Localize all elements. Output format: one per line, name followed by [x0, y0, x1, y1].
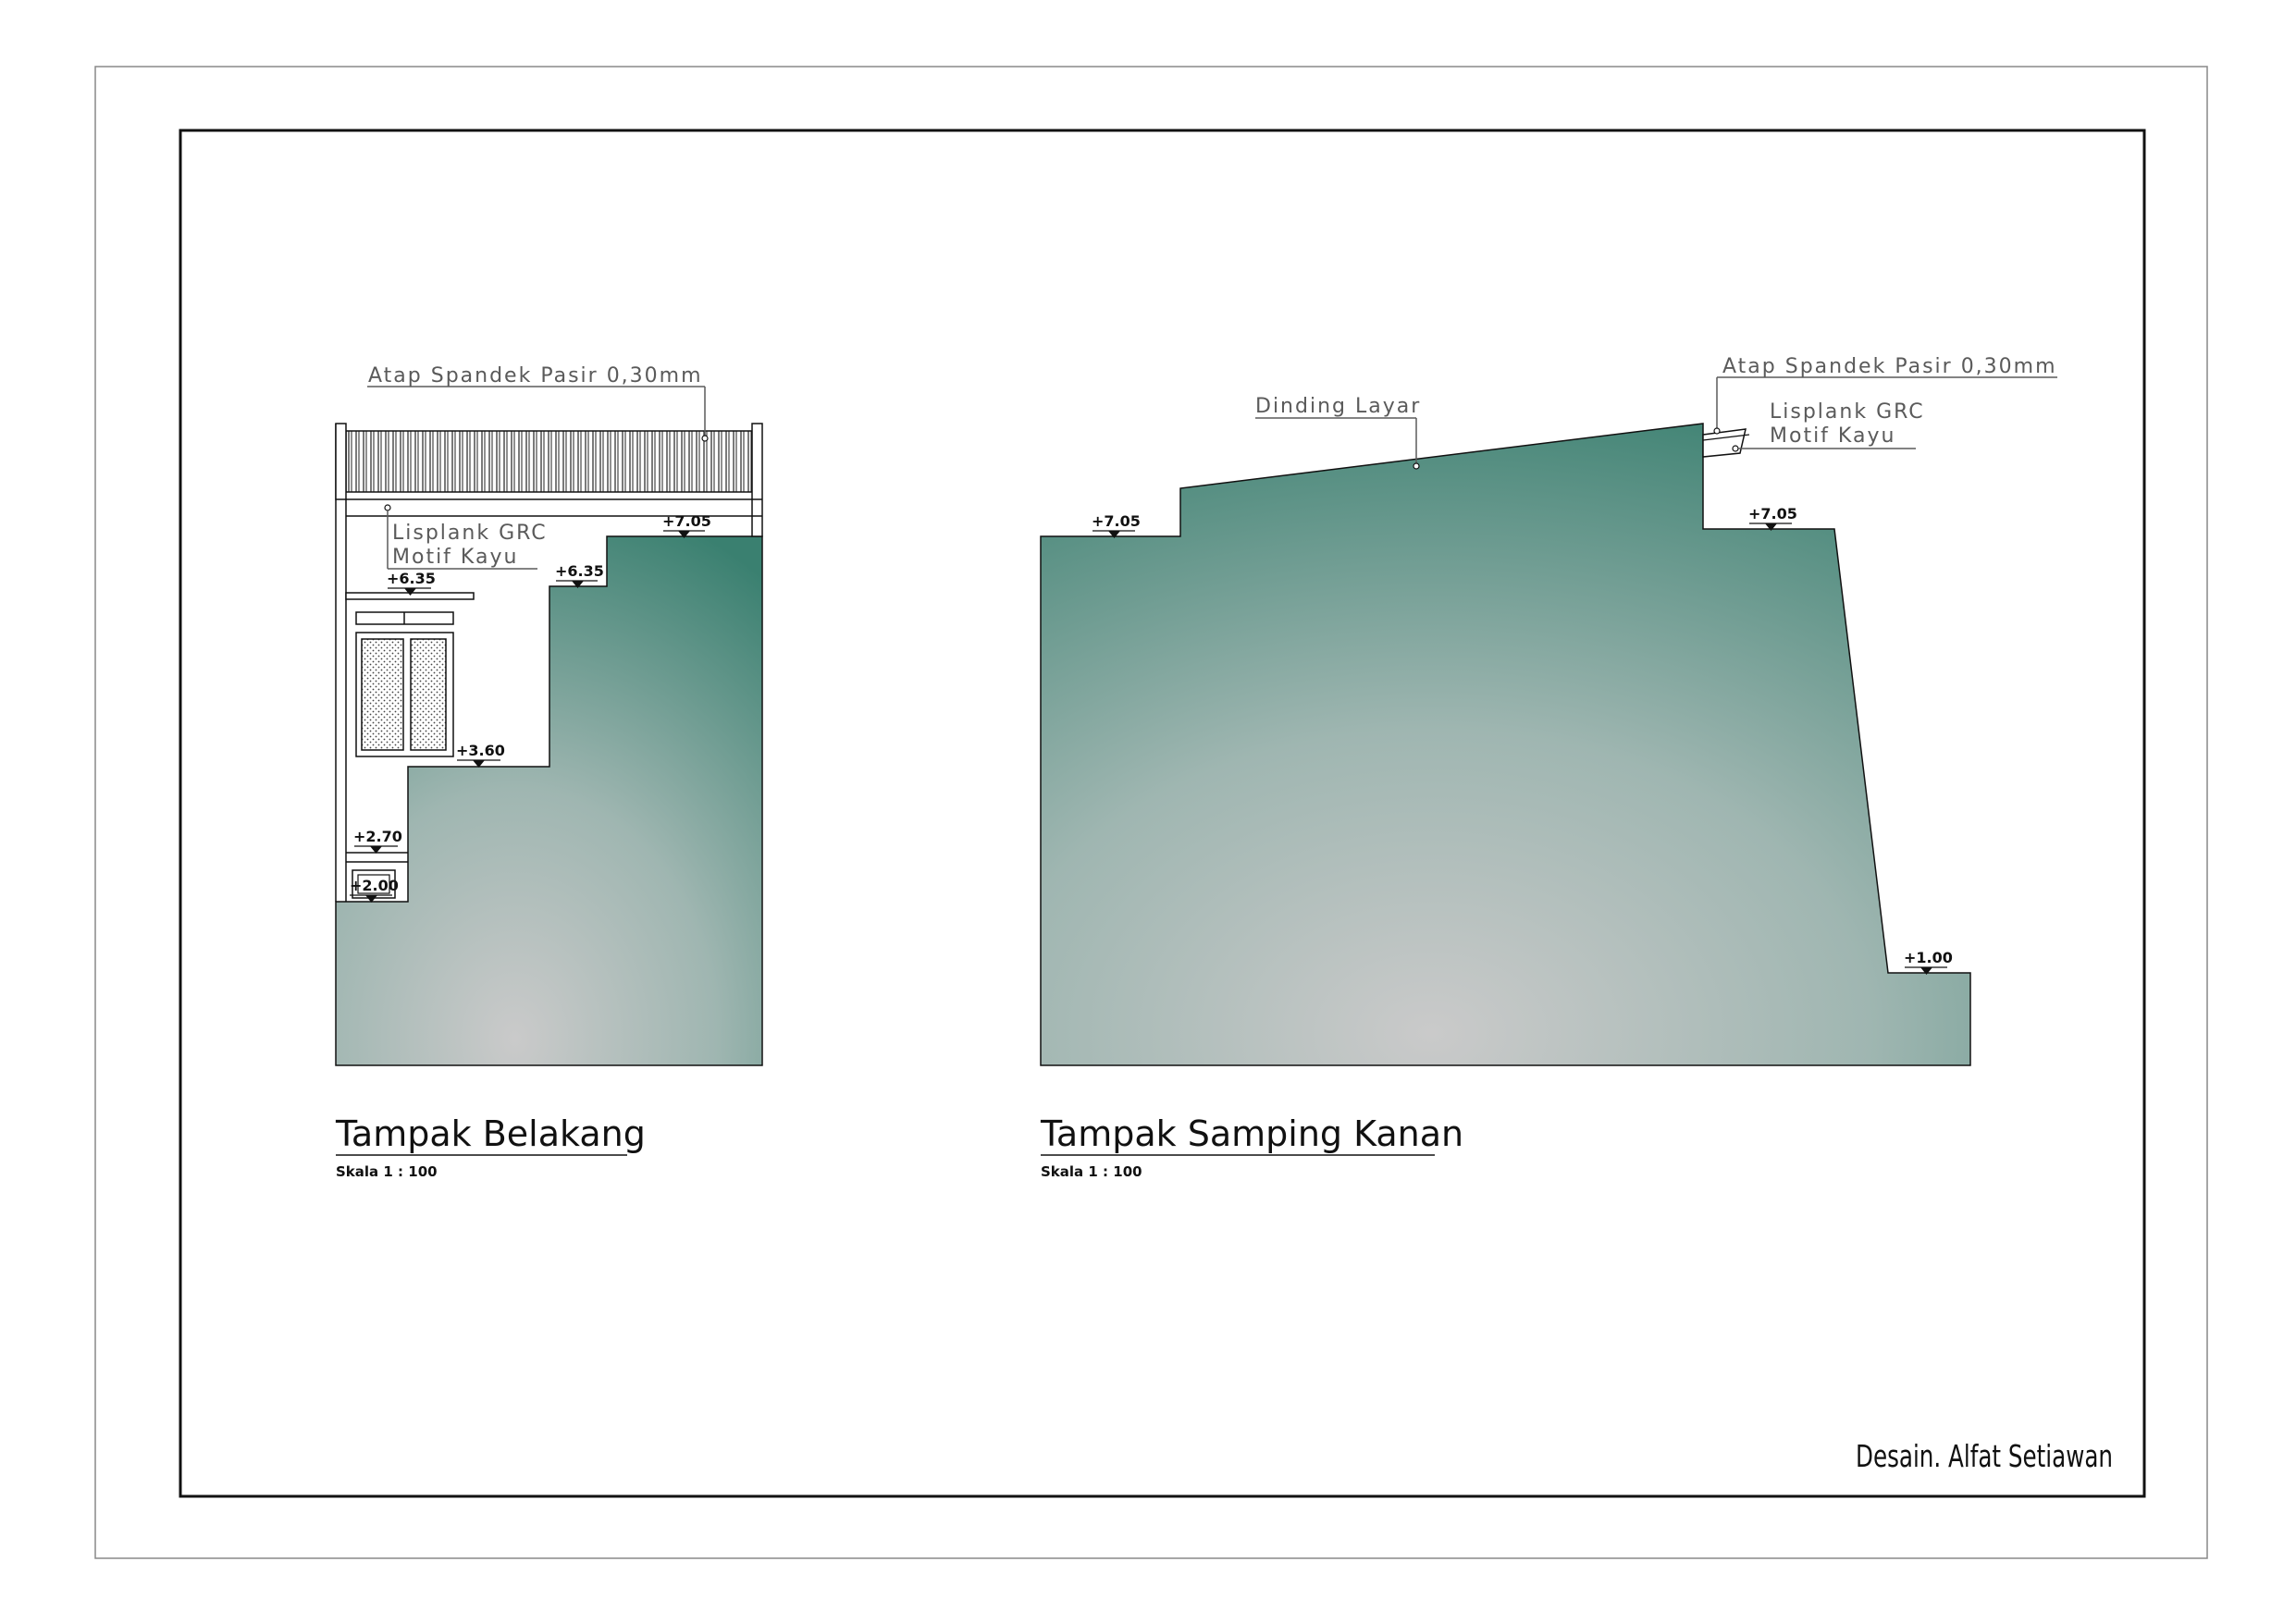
right-side-elevation: Dinding Layar Atap Spandek Pasir 0,30mm … — [1040, 355, 2057, 1180]
rear-fascia-label-2: Motif Kayu — [392, 546, 518, 569]
rear-wall-fill — [335, 535, 763, 1066]
svg-text:+7.05: +7.05 — [662, 512, 711, 530]
rear-window-leaf-right — [410, 638, 447, 751]
side-wall-fill — [1040, 423, 1971, 1066]
rear-roof-post-left — [335, 423, 347, 500]
level-marker: +2.00 — [350, 877, 399, 903]
level-marker: +1.00 — [1904, 949, 1953, 975]
view-title: Tampak Samping Kanan — [1040, 1113, 1463, 1154]
inner-frame — [179, 129, 2146, 1498]
level-marker: +7.05 — [662, 512, 711, 538]
side-fascia-label-1: Lisplank GRC — [1770, 400, 1925, 424]
svg-text:+2.70: +2.70 — [353, 828, 402, 845]
rear-vent-box-inner — [357, 874, 390, 894]
side-roof-edge — [1702, 428, 1747, 458]
view-title: Tampak Belakang — [335, 1113, 646, 1154]
view-scale: Skala 1 : 100 — [1041, 1163, 1142, 1180]
level-marker: +2.70 — [353, 828, 402, 854]
svg-text:+7.05: +7.05 — [1092, 512, 1141, 530]
level-marker: +7.05 — [1092, 512, 1141, 538]
level-marker: +3.60 — [456, 742, 505, 768]
rear-roof-sheeting — [345, 430, 756, 493]
side-fascia-label-2: Motif Kayu — [1770, 424, 1895, 448]
rear-fascia-label-1: Lisplank GRC — [392, 522, 548, 545]
svg-text:+2.00: +2.00 — [350, 877, 399, 894]
level-marker: +7.05 — [1748, 505, 1797, 531]
svg-text:+7.05: +7.05 — [1748, 505, 1797, 523]
rear-roof-label: Atap Spandek Pasir 0,30mm — [368, 364, 703, 387]
svg-text:+6.35: +6.35 — [555, 562, 604, 580]
rear-roof-post-right — [751, 423, 763, 537]
outer-frame — [94, 66, 2208, 1559]
svg-text:+3.60: +3.60 — [456, 742, 505, 759]
side-roof-label: Atap Spandek Pasir 0,30mm — [1722, 355, 2057, 378]
svg-text:+1.00: +1.00 — [1904, 949, 1953, 966]
rear-window-leaf-left — [361, 638, 404, 751]
svg-text:+6.35: +6.35 — [387, 570, 436, 587]
designer-signature: Desain. Alfat Setiawan — [1856, 1438, 2113, 1474]
level-marker: +6.35 — [387, 570, 436, 596]
rear-elevation: Atap Spandek Pasir 0,30mm Lisplank GRC M… — [335, 364, 763, 1180]
view-scale: Skala 1 : 100 — [336, 1163, 438, 1180]
side-screen-wall-label: Dinding Layar — [1255, 395, 1421, 418]
level-marker: +6.35 — [555, 562, 604, 588]
